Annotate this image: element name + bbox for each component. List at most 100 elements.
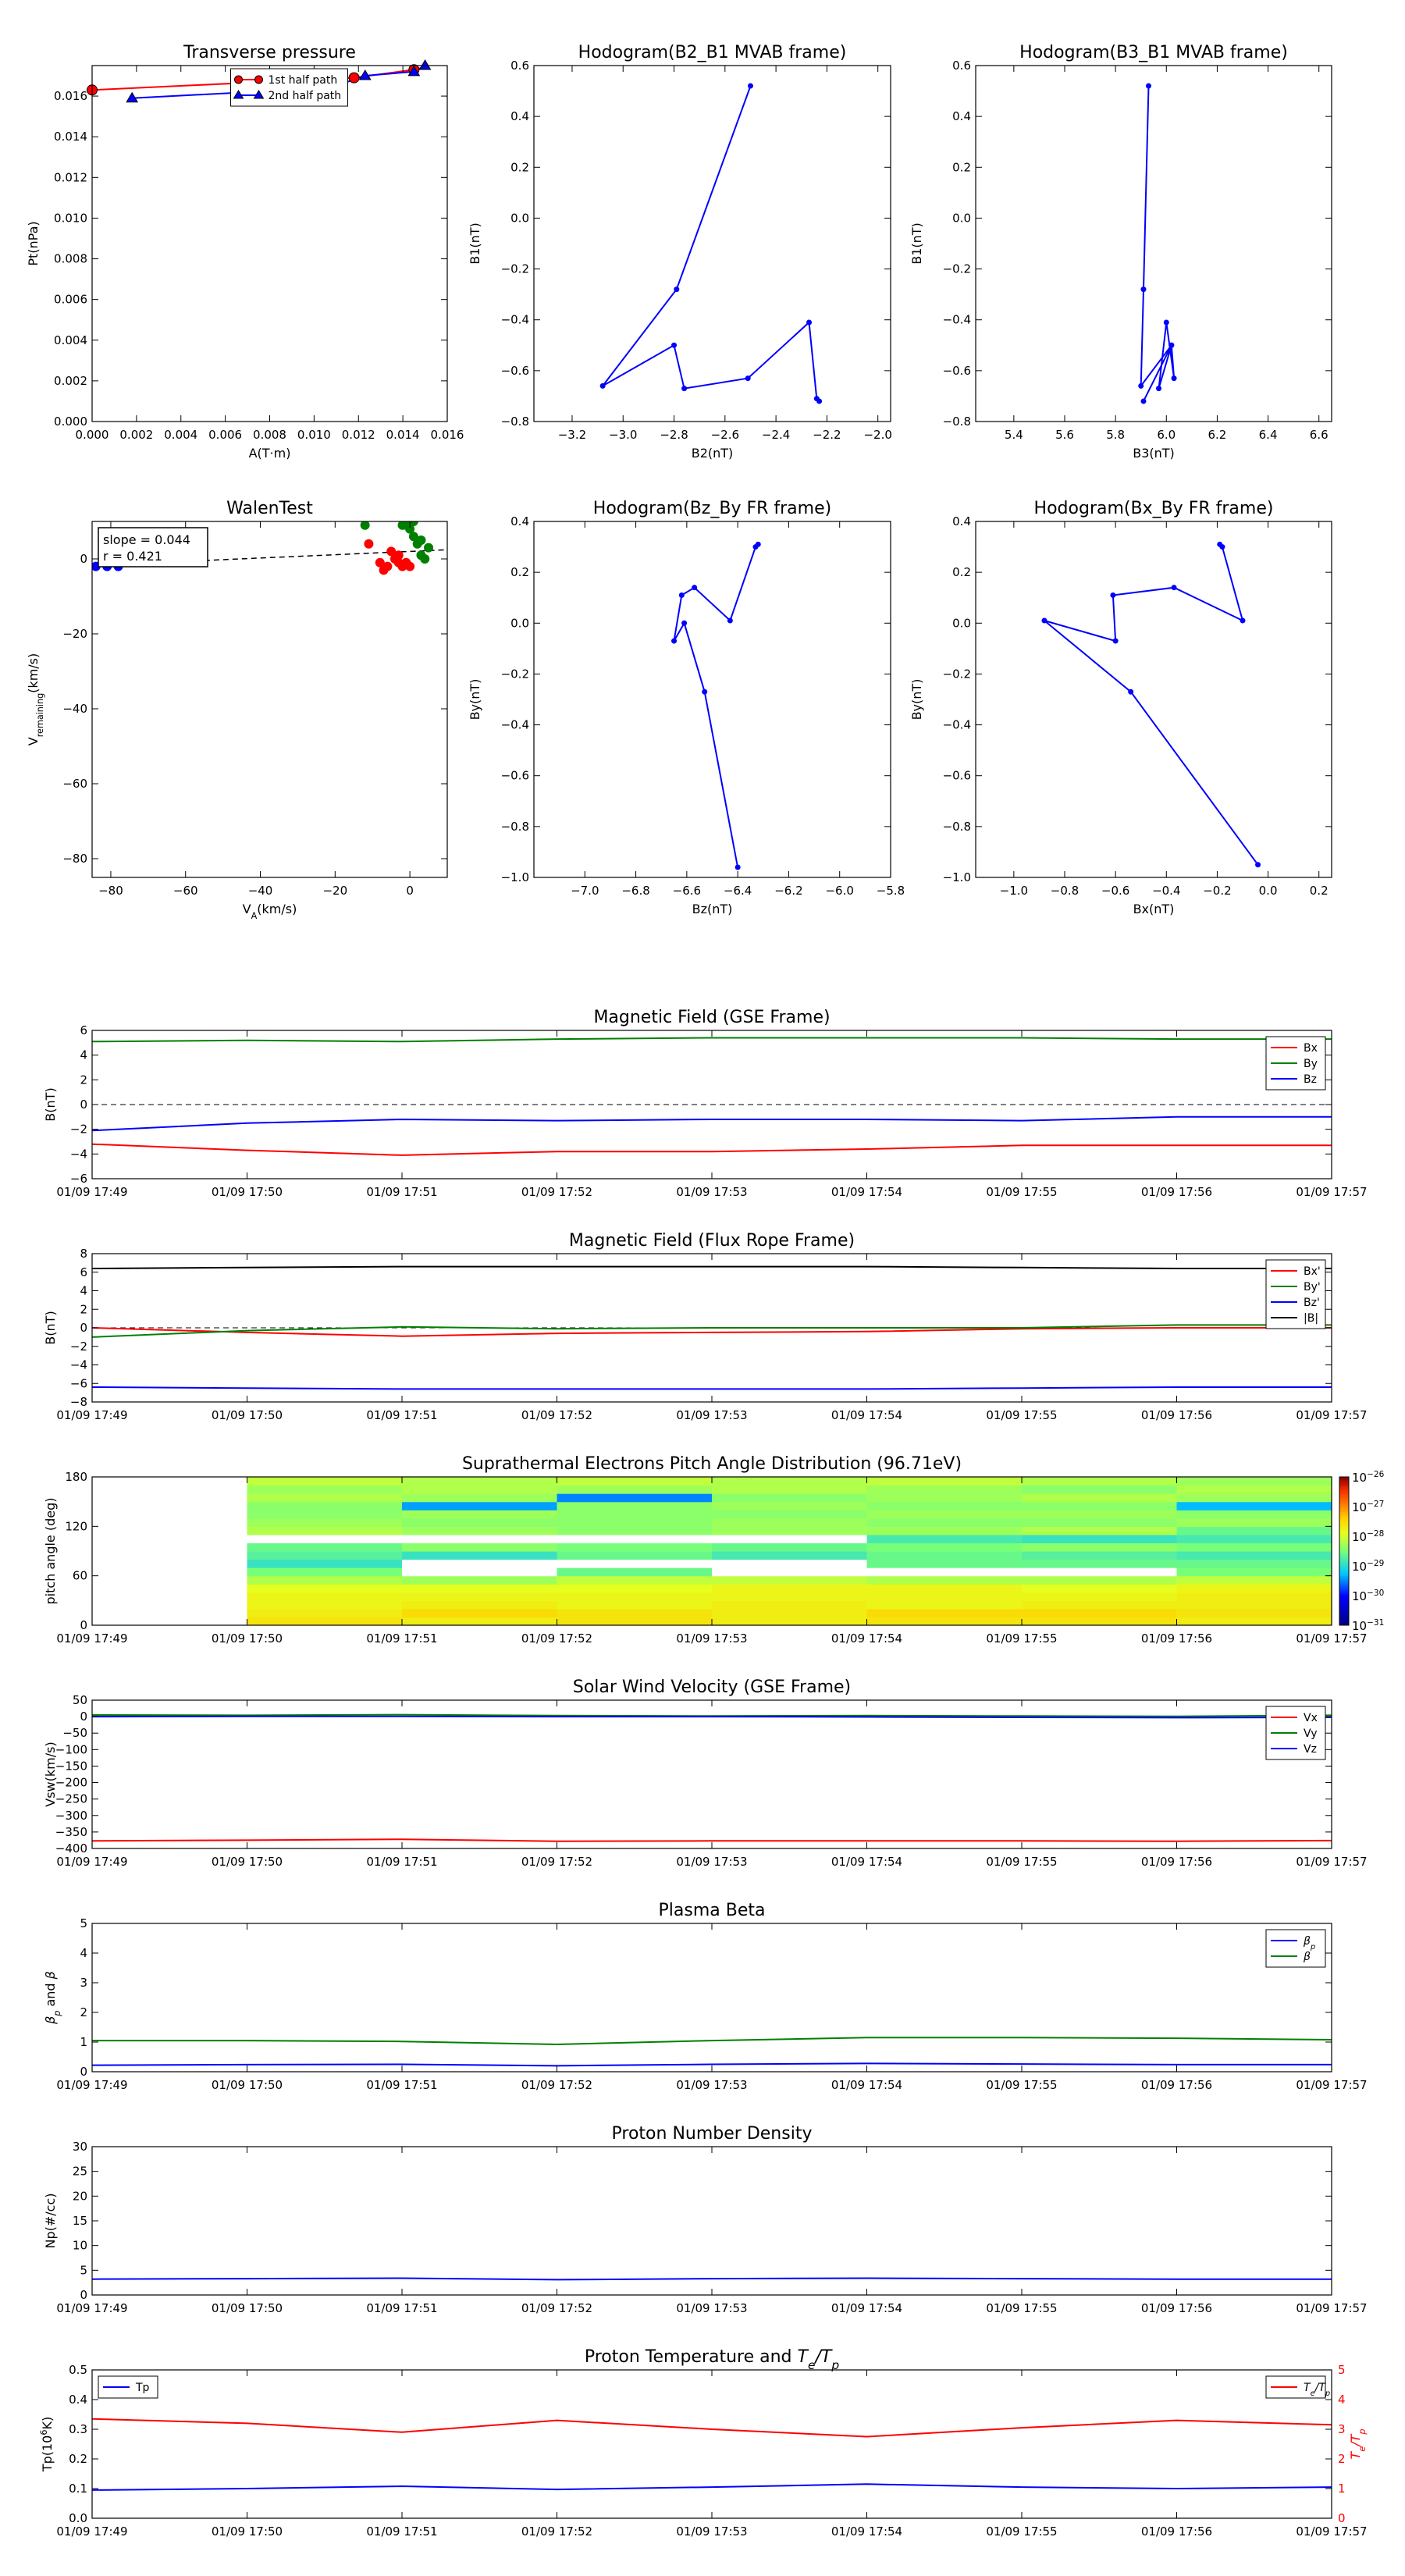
series-line (1140, 86, 1176, 402)
colorbar-cell (1339, 1613, 1349, 1616)
x-tick-label: −5.8 (877, 884, 905, 898)
heatmap-cell (1176, 1575, 1332, 1585)
heatmap-cell (402, 1477, 558, 1486)
heatmap-cell (712, 1551, 868, 1560)
heatmap-cell (712, 1592, 868, 1601)
chart-title: Magnetic Field (Flux Rope Frame) (569, 1231, 855, 1251)
chart-h1: Hodogram(B2_B1 MVAB frame) −0.8 −0.6 −0.4 −0… (468, 43, 892, 461)
y-axis-label: Vremaining(km/s) (26, 653, 45, 746)
chart-tp: Transverse pressure 0.000 0.002 0.004 0.006 0… (26, 43, 464, 461)
heatmap-cell (1022, 1584, 1178, 1593)
y-tick-label: 5 (80, 1916, 87, 1930)
x-tick-label: −3.2 (558, 428, 586, 442)
heatmap-cell (1022, 1559, 1178, 1568)
data-point (755, 541, 761, 547)
data-point (393, 550, 404, 560)
x-tick-label: 01/09 17:50 (212, 1631, 283, 1646)
x-tick-label: 5.4 (1005, 428, 1023, 442)
x-tick-label: 0.004 (164, 428, 197, 442)
y-tick-label: 0.2 (952, 565, 971, 579)
y-tick-label: 60 (73, 1569, 87, 1583)
chart-title: Suprathermal Electrons Pitch Angle Distr… (462, 1454, 962, 1474)
data-point (1140, 398, 1147, 404)
y-tick-label: −0.4 (943, 718, 971, 732)
heatmap-cell (712, 1575, 868, 1585)
y-tick-label: 0.4 (69, 2393, 87, 2407)
heatmap-cell (557, 1584, 713, 1593)
series-line (92, 2483, 1332, 2491)
y-tick-label: 0.0 (952, 211, 971, 225)
x-tick-label: 01/09 17:50 (212, 1185, 283, 1199)
y-tick-label: −0.2 (501, 667, 529, 681)
x-tick-label: −0.6 (1101, 884, 1129, 898)
chart-title: Proton Temperature and Te/Tp (585, 2347, 839, 2372)
heatmap-cell (402, 1592, 558, 1601)
series-line (92, 2062, 1332, 2067)
heatmap-cell (1022, 1617, 1178, 1625)
x-tick-label: 01/09 17:52 (521, 2078, 592, 2092)
colorbar-cell (1339, 1603, 1349, 1606)
heatmap-cell (402, 1584, 558, 1593)
series-line (92, 1838, 1332, 1842)
plot-area (92, 521, 447, 575)
heatmap-cell (866, 1592, 1023, 1601)
x-tick-label: 01/09 17:54 (831, 2524, 902, 2539)
x-tick-label: 01/09 17:49 (56, 1408, 127, 1422)
heatmap-cell (866, 1542, 1023, 1552)
axes-frame (91, 2369, 1332, 2519)
x-tick-label: 01/09 17:54 (831, 1408, 902, 1422)
heatmap-cell (866, 1567, 1023, 1577)
heatmap-cell (402, 1600, 558, 1610)
y-axis-label: βp and β (43, 1971, 62, 2025)
colorbar-cell (1339, 1610, 1349, 1614)
legend-label: Vz (1304, 1743, 1317, 1756)
heatmap-cell (247, 1534, 403, 1544)
data-point (405, 561, 415, 571)
x-tick-label: 01/09 17:51 (366, 2524, 437, 2539)
heatmap-cell (866, 1510, 1023, 1519)
y-tick-label: −250 (55, 1792, 87, 1806)
heatmap-cell (557, 1493, 713, 1503)
colorbar-cell (1339, 1551, 1349, 1554)
heatmap-cell (1022, 1551, 1178, 1560)
y-tick-label: 0.006 (54, 293, 87, 307)
data-point (747, 83, 753, 89)
x-tick-label: 01/09 17:57 (1296, 2301, 1367, 2315)
colorbar-cell (1339, 1496, 1349, 1500)
data-point (358, 69, 372, 80)
y-tick-label: 0.002 (54, 374, 87, 388)
data-point (745, 375, 751, 382)
heatmap-cell (866, 1600, 1023, 1610)
colorbar-cell (1339, 1516, 1349, 1520)
y2-tick-label: 4 (1338, 2393, 1346, 2407)
x-tick-label: 01/09 17:51 (366, 1631, 437, 1646)
data-point (1163, 319, 1169, 326)
y-tick-label: −0.4 (943, 313, 971, 327)
plot-area (602, 85, 820, 402)
heatmap-cell (247, 1617, 403, 1625)
x-tick-label: 0.014 (386, 428, 420, 442)
legend-label: Vx (1304, 1712, 1318, 1724)
heatmap-cell (247, 1584, 403, 1593)
data-point (1171, 375, 1177, 382)
legend-label: Vy (1304, 1727, 1318, 1740)
x-tick-label: 01/09 17:52 (521, 1185, 592, 1199)
y-tick-label: −0.6 (501, 769, 529, 783)
colorbar-cell (1339, 1536, 1349, 1539)
heatmap-cell (1176, 1559, 1332, 1568)
chart-temp: Proton Temperature and Te/Tp 0.0 0.1 0.2 0.3… (39, 2347, 1368, 2539)
colorbar-cell (1339, 1489, 1349, 1493)
colorbar-cell (1339, 1486, 1349, 1490)
heatmap-cell (1022, 1567, 1178, 1577)
legend-label: βp (1303, 1935, 1315, 1952)
y-tick-label: 0 (80, 552, 87, 566)
y-tick-label: 0 (80, 1710, 87, 1724)
x-tick-label: 01/09 17:57 (1296, 1855, 1367, 1869)
heatmap-cell (1176, 1542, 1332, 1552)
x-tick-label: 01/09 17:57 (1296, 1185, 1367, 1199)
chart-walen: WalenTest −80 −60 −40 −20 0 −80 −60 −40 −20 0 VA(km… (26, 499, 448, 921)
heatmap-cell (712, 1534, 868, 1544)
series-line (92, 1715, 1332, 1719)
heatmap-cell (247, 1575, 403, 1585)
y2-tick-label: 1 (1338, 2482, 1346, 2496)
